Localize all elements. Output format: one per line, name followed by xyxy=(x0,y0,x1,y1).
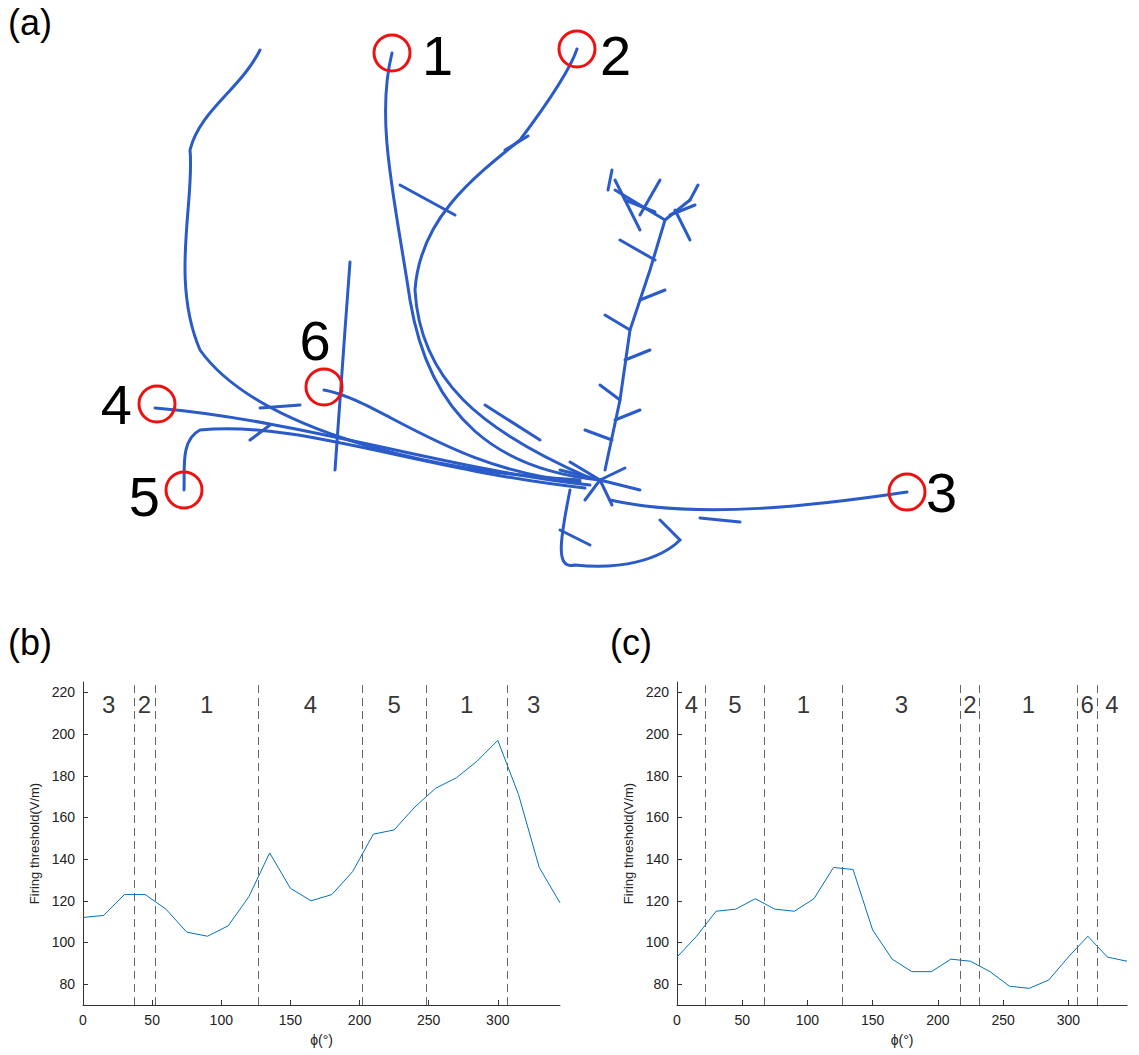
svg-text:6: 6 xyxy=(299,309,330,372)
svg-text:4: 4 xyxy=(1105,691,1118,718)
svg-text:2: 2 xyxy=(138,691,151,718)
svg-text:ϕ(°): ϕ(°) xyxy=(310,1032,333,1048)
svg-text:120: 120 xyxy=(52,893,76,909)
svg-text:6: 6 xyxy=(1081,691,1094,718)
svg-text:250: 250 xyxy=(991,1012,1015,1028)
svg-text:150: 150 xyxy=(861,1012,885,1028)
svg-text:100: 100 xyxy=(52,934,76,950)
svg-text:100: 100 xyxy=(796,1012,820,1028)
svg-text:140: 140 xyxy=(52,851,76,867)
svg-text:1: 1 xyxy=(422,24,453,87)
svg-text:300: 300 xyxy=(1057,1012,1081,1028)
svg-text:2: 2 xyxy=(600,24,631,87)
svg-text:0: 0 xyxy=(79,1012,87,1028)
svg-text:4: 4 xyxy=(101,373,132,436)
svg-text:200: 200 xyxy=(52,726,76,742)
svg-text:5: 5 xyxy=(728,691,741,718)
svg-text:ϕ(°): ϕ(°) xyxy=(891,1032,914,1048)
svg-text:1: 1 xyxy=(797,691,810,718)
svg-text:3: 3 xyxy=(926,461,957,524)
svg-text:5: 5 xyxy=(387,691,400,718)
svg-text:80: 80 xyxy=(59,976,75,992)
svg-text:4: 4 xyxy=(685,691,698,718)
svg-text:5: 5 xyxy=(129,465,160,528)
svg-text:3: 3 xyxy=(895,691,908,718)
svg-text:0: 0 xyxy=(673,1012,681,1028)
svg-text:140: 140 xyxy=(646,851,670,867)
svg-text:50: 50 xyxy=(144,1012,160,1028)
svg-text:250: 250 xyxy=(417,1012,441,1028)
svg-text:200: 200 xyxy=(348,1012,372,1028)
html-text:(a): (a) xyxy=(8,2,52,43)
svg-text:1: 1 xyxy=(200,691,213,718)
svg-text:120: 120 xyxy=(646,893,670,909)
svg-text:Firing threshold(V/m): Firing threshold(V/m) xyxy=(27,783,42,904)
svg-text:50: 50 xyxy=(734,1012,750,1028)
svg-text:Firing threshold(V/m): Firing threshold(V/m) xyxy=(621,783,636,904)
html-text:(c): (c) xyxy=(610,622,652,663)
svg-text:100: 100 xyxy=(646,934,670,950)
svg-text:3: 3 xyxy=(102,691,115,718)
svg-text:80: 80 xyxy=(653,976,669,992)
html-text:(b): (b) xyxy=(8,622,52,663)
svg-text:100: 100 xyxy=(210,1012,234,1028)
svg-text:160: 160 xyxy=(52,809,76,825)
svg-text:180: 180 xyxy=(52,768,76,784)
svg-text:1: 1 xyxy=(460,691,473,718)
svg-text:1: 1 xyxy=(1022,691,1035,718)
svg-text:180: 180 xyxy=(646,768,670,784)
svg-text:200: 200 xyxy=(646,726,670,742)
svg-text:4: 4 xyxy=(304,691,317,718)
svg-text:3: 3 xyxy=(527,691,540,718)
svg-text:300: 300 xyxy=(486,1012,510,1028)
svg-text:200: 200 xyxy=(926,1012,950,1028)
svg-text:2: 2 xyxy=(963,691,976,718)
svg-text:220: 220 xyxy=(52,684,76,700)
svg-text:220: 220 xyxy=(646,684,670,700)
svg-text:150: 150 xyxy=(279,1012,303,1028)
svg-text:160: 160 xyxy=(646,809,670,825)
